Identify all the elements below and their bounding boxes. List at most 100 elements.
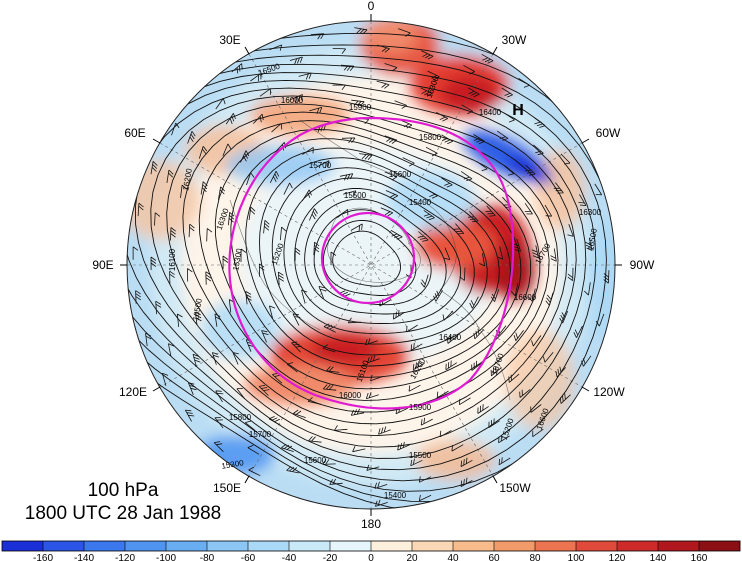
colorbar-label: -80: [200, 553, 215, 561]
wind-barb: [531, 335, 542, 347]
wind-barb: [524, 203, 533, 215]
wind-barb: [595, 313, 605, 327]
contour-label: 15300: [231, 247, 244, 271]
wind-barb: [332, 48, 347, 54]
height-contour-line: [332, 230, 401, 287]
wind-barb: [390, 230, 403, 240]
colorbar-swatch: [166, 541, 208, 551]
wind-barb: [286, 362, 298, 373]
wind-barb: [441, 177, 453, 188]
colorbar-label: 100: [568, 553, 585, 561]
level-label: 100 hPa: [88, 480, 159, 501]
wind-barb: [322, 344, 336, 353]
wind-barb: [436, 112, 448, 122]
wind-barb: [347, 317, 362, 324]
wind-barb: [393, 309, 405, 320]
wind-barb: [292, 313, 301, 326]
wind-barb: [170, 227, 176, 241]
colorbar: -160 -140 -120 -100 -80 -60 -40 -20 0 20 40 60 80 100…: [1, 540, 741, 561]
wind-barb: [417, 231, 429, 242]
wind-barb: [501, 87, 513, 98]
wind-barb: [150, 161, 158, 175]
wind-barb: [578, 194, 587, 206]
wind-barb: [532, 428, 544, 438]
wind-barb: [365, 338, 378, 346]
wind-barb: [384, 171, 398, 181]
wind-barb: [248, 206, 256, 220]
wind-barb: [309, 208, 318, 221]
wind-barb: [293, 409, 306, 418]
contour-label: 15700: [309, 161, 332, 170]
wind-barb: [330, 251, 337, 265]
wind-barb: [359, 153, 373, 160]
contour-label: 15500: [344, 191, 367, 200]
wind-barb: [533, 144, 544, 156]
wind-barb: [461, 104, 473, 115]
contour-label: 15400: [409, 198, 432, 207]
wind-barb: [496, 130, 509, 141]
contour-label: 16400: [479, 108, 502, 117]
wind-barb: [244, 420, 256, 432]
colorbar-swatch: [84, 541, 126, 551]
colorbar-swatch: [412, 541, 454, 551]
wind-barb: [394, 100, 407, 109]
contour-label: 15700: [249, 430, 272, 439]
wind-barb: [380, 207, 394, 217]
wind-barb: [370, 374, 383, 382]
longitude-ticks: [120, 14, 622, 516]
wind-barb: [498, 435, 510, 444]
wind-barb: [351, 99, 365, 107]
wind-barb: [418, 476, 432, 483]
wind-barb: [583, 282, 591, 296]
wind-barb: [519, 389, 531, 398]
contour-label: 16000: [281, 96, 304, 105]
wind-barb: [198, 145, 208, 159]
wind-barb: [420, 417, 433, 426]
colorbar-swatch: [248, 541, 290, 551]
colorbar-label: 140: [650, 553, 667, 561]
wind-barb: [245, 291, 252, 305]
wind-barb: [553, 182, 564, 194]
wind-barb: [477, 404, 489, 414]
wind-barb: [218, 186, 226, 200]
wind-barb: [471, 360, 483, 371]
wind-barb: [268, 416, 281, 426]
wind-barb: [302, 147, 314, 155]
wind-barb: [603, 270, 610, 284]
lon-label-0: 0: [368, 0, 375, 13]
wind-barb: [247, 444, 260, 455]
colorbar-label: -20: [323, 553, 338, 561]
contour-label: 16100: [168, 248, 177, 271]
wind-barb: [231, 63, 243, 74]
height-contour-line: [198, 120, 541, 401]
wind-barb: [253, 113, 264, 124]
colorbar-swatch: [617, 541, 659, 551]
wind-barb: [232, 352, 239, 365]
lon-label-90e: 90E: [92, 258, 113, 272]
wind-barb: [326, 366, 340, 373]
wind-barb: [410, 458, 423, 467]
contour-label: 16300: [579, 208, 602, 217]
wind-barb: [206, 228, 213, 242]
wind-barb: [485, 205, 496, 217]
wind-barb: [236, 388, 246, 400]
wind-barb: [298, 72, 312, 80]
wind-barb: [510, 283, 519, 297]
wind-barb: [228, 211, 235, 226]
inner-magenta-contour: [320, 211, 416, 305]
colorbar-swatch: [453, 541, 495, 551]
wind-barb: [467, 87, 480, 98]
wind-barb: [423, 210, 435, 221]
wind-barb: [479, 253, 486, 267]
colorbar-label: 20: [406, 553, 418, 561]
wind-barb: [481, 53, 494, 64]
wind-barb: [192, 353, 201, 367]
wind-barb: [188, 382, 197, 395]
height-contour-line: [304, 198, 447, 315]
wind-barb: [145, 332, 152, 347]
wind-barb: [240, 150, 250, 163]
wind-barb: [447, 335, 459, 344]
wind-barb: [200, 181, 208, 195]
wind-barb: [322, 459, 336, 465]
height-contour-line: [322, 219, 417, 296]
